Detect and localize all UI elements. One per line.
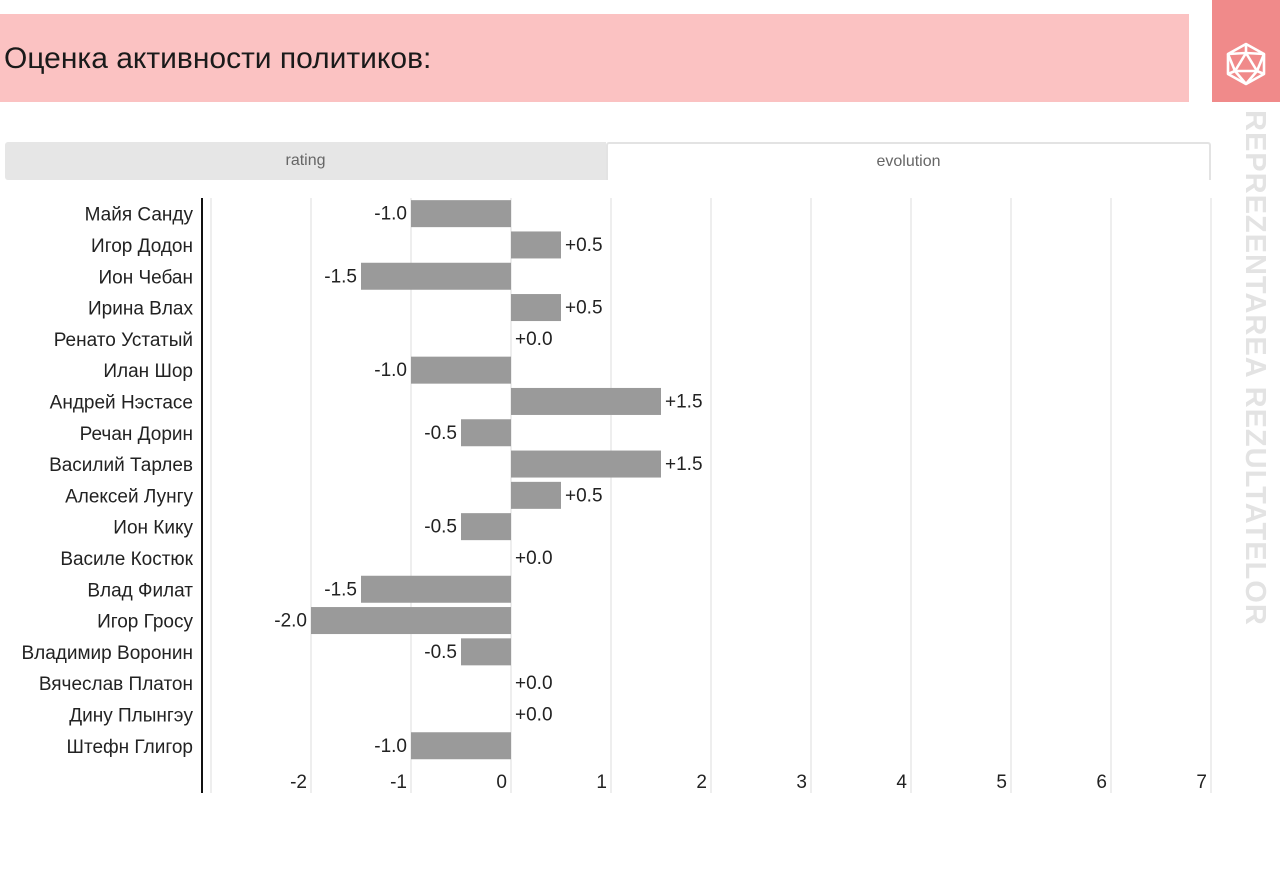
- bar: [511, 481, 561, 509]
- category-label: Штефн Глигор: [67, 737, 193, 758]
- x-tick-label: 7: [1196, 772, 1207, 793]
- bar: [461, 638, 511, 666]
- category-label: Вячеслав Платон: [39, 674, 193, 695]
- x-tick-label: -2: [290, 772, 307, 793]
- x-tick-label: -1: [390, 772, 407, 793]
- bar: [361, 262, 511, 290]
- category-label: Влад Филат: [87, 580, 193, 601]
- data-label: +0.0: [515, 329, 553, 350]
- category-label: Ренато Устатый: [54, 330, 193, 351]
- bar: [411, 732, 511, 760]
- x-tick-label: 4: [896, 772, 907, 793]
- category-label: Ирина Влах: [88, 299, 194, 320]
- bar: [311, 607, 511, 635]
- x-tick-label: 0: [496, 772, 507, 793]
- header-banner: [0, 14, 1189, 102]
- tab-evolution[interactable]: evolution: [606, 142, 1211, 180]
- data-label: +0.5: [565, 298, 603, 319]
- x-tick-label: 6: [1096, 772, 1107, 793]
- page-title: Оценка активности политиков:: [4, 42, 432, 75]
- data-label: +1.5: [665, 391, 703, 412]
- category-label: Андрей Нэстасе: [50, 392, 193, 413]
- bar: [511, 450, 661, 478]
- category-label: Игор Гросу: [97, 612, 193, 633]
- tab-rating[interactable]: rating: [5, 142, 606, 180]
- bar: [411, 356, 511, 384]
- bar: [511, 387, 661, 415]
- category-label: Дину Плынгэу: [69, 705, 193, 726]
- icosahedron-logo-icon: [1226, 42, 1266, 86]
- data-label: +0.5: [565, 485, 603, 506]
- logo[interactable]: [1212, 0, 1280, 102]
- category-label: Василий Тарлев: [49, 455, 193, 476]
- data-label: +0.0: [515, 704, 553, 725]
- category-label: Ион Чебан: [98, 267, 193, 288]
- data-label: -1.5: [324, 579, 357, 600]
- data-label: +0.0: [515, 673, 553, 694]
- category-label: Ион Кику: [113, 518, 193, 539]
- data-label: -0.5: [424, 517, 457, 538]
- data-label: +0.0: [515, 548, 553, 569]
- bar: [461, 419, 511, 447]
- bar: [511, 231, 561, 259]
- category-label: Речан Дорин: [80, 424, 193, 445]
- data-label: -2.0: [274, 611, 307, 632]
- bar: [411, 200, 511, 228]
- bar: [461, 513, 511, 541]
- x-tick-label: 3: [796, 772, 807, 793]
- data-label: -1.5: [324, 266, 357, 287]
- category-label: Владимир Воронин: [21, 643, 193, 664]
- category-label: Василе Костюк: [60, 549, 193, 570]
- bar: [511, 294, 561, 322]
- category-label: Майя Санду: [85, 205, 194, 226]
- tab-bar: rating evolution: [5, 142, 1211, 180]
- data-label: -1.0: [374, 204, 407, 225]
- data-label: -0.5: [424, 642, 457, 663]
- x-tick-label: 1: [596, 772, 607, 793]
- data-label: -0.5: [424, 423, 457, 444]
- bar: [361, 575, 511, 603]
- data-label: -1.0: [374, 736, 407, 757]
- brand-vertical-text: REPREZENTAREA REZULTATELOR: [1239, 110, 1271, 626]
- data-label: +1.5: [665, 454, 703, 475]
- data-label: -1.0: [374, 360, 407, 381]
- category-label: Илан Шор: [103, 361, 193, 382]
- category-label: Алексей Лунгу: [65, 486, 193, 507]
- category-label: Игор Додон: [91, 236, 193, 257]
- x-tick-label: 5: [996, 772, 1007, 793]
- x-tick-label: 2: [696, 772, 707, 793]
- data-label: +0.5: [565, 235, 603, 256]
